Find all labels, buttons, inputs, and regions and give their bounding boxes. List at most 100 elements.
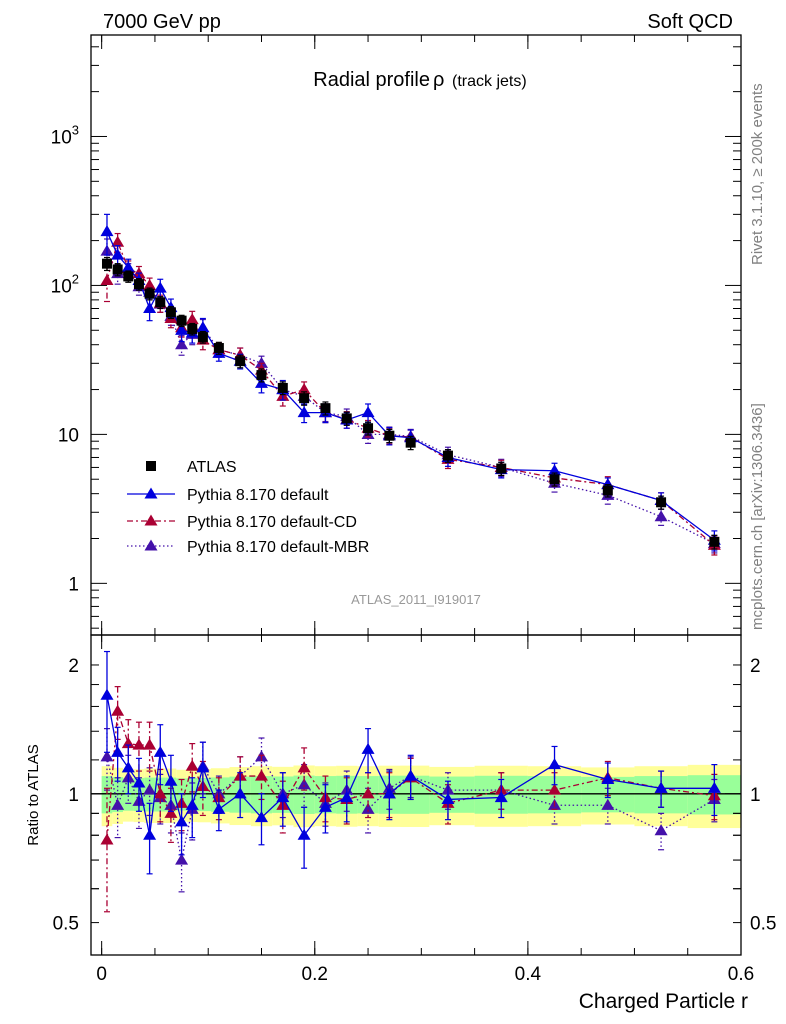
data-point [143,738,157,750]
legend-label: Pythia 8.170 default-MBR [187,539,369,556]
data-point [100,750,114,762]
data-point [121,737,135,749]
ratio-uncertainty-bands [91,764,741,829]
data-point [441,792,455,804]
data-point [602,485,613,496]
legend-item: Pythia 8.170 default-CD [127,514,357,531]
data-point [318,800,332,812]
plot-title-symbol: ρ [433,69,444,91]
legend: ATLAS Pythia 8.170 default Pythia 8.170 de… [127,459,369,556]
series-solid [100,650,721,875]
data-point [185,759,199,771]
data-point [656,497,667,508]
data-point [100,833,114,845]
data-point [185,798,199,810]
data-point [548,758,562,770]
data-point [361,406,375,418]
data-point [123,271,134,282]
y-tick-label: 1 [68,574,79,595]
data-point [496,463,507,474]
analysis-watermark: ATLAS_2011_I919017 [351,592,481,607]
data-point [100,688,114,700]
data-point [256,370,267,381]
data-point [133,279,144,290]
data-point [143,783,157,795]
data-point [196,761,210,773]
data-point [297,778,311,790]
data-point [144,288,155,299]
data-point [121,260,135,273]
ratio-plot-axes: 0 0.2 0.4 0.6 0.5 0.5 1 1 2 2 [53,635,776,985]
data-point [277,382,288,393]
data-point [276,791,290,803]
data-point [707,781,721,793]
rivet-version-label: Rivet 3.1.10, ≥ 200k events [749,83,766,265]
y-tick-label-base: 10 [51,127,72,148]
data-point [549,474,560,485]
data-point [405,437,416,448]
series-line [106,755,715,861]
x-tick-label: 0.4 [515,964,542,985]
data-point [297,761,311,773]
series-dashdot [100,232,721,556]
legend-item: Pythia 8.170 default-MBR [127,539,369,556]
data-point [299,393,310,404]
plot-title-text: Radial profile [313,69,430,91]
legend-marker [144,514,158,526]
data-point [254,769,268,781]
data-point [121,761,135,773]
ratio-plot-panel: 0 0.2 0.4 0.6 0.5 0.5 1 1 2 2 Ratio to ATLAS Char… [25,634,776,1013]
series-line [106,710,715,841]
data-point [175,338,189,350]
data-point [548,783,562,795]
data-point [320,403,331,414]
legend-marker [144,487,158,499]
ratio-plot-series [100,650,721,913]
y-tick-label: 1 [68,785,79,806]
x-tick-label: 0.2 [302,964,328,985]
data-point [175,815,189,827]
data-point [153,281,167,293]
data-point [382,787,396,799]
mcplots-source-label: mcplots.cern.ch [arXiv:1306.3436] [749,403,766,630]
series-dotted [100,238,721,554]
data-point [254,811,268,823]
data-point [442,450,453,461]
data-point [384,430,395,441]
data-point [185,313,199,325]
legend-label: ATLAS [187,459,237,476]
legend-label: Pythia 8.170 default-CD [187,514,357,531]
data-point [111,235,125,247]
y-tick-label-right: 2 [750,656,761,677]
data-point [155,297,166,308]
data-point [341,413,352,424]
y-tick-label: 0.5 [53,914,79,935]
data-point [143,278,157,290]
data-point [196,321,210,333]
y-tick-label-right: 0.5 [750,914,776,935]
data-point [153,745,167,757]
data-point [233,787,247,799]
data-point [601,772,615,785]
x-tick-label: 0 [96,964,107,985]
y-tick-label-exponent: 3 [72,122,79,137]
series-line [106,695,715,837]
y-tick-label-exponent: 2 [72,271,79,286]
data-point [176,315,187,326]
data-point [165,307,176,318]
data-point [404,769,418,781]
data-point [297,828,311,840]
header-category-label: Soft QCD [647,11,733,33]
data-point [153,787,167,799]
data-point [100,273,114,286]
data-point [164,806,178,818]
data-point [111,798,125,810]
data-point [175,323,189,335]
data-point [111,704,125,716]
data-point [361,802,375,814]
series-data [101,256,720,550]
header-energy-label: 7000 GeV pp [103,11,221,33]
data-point [187,323,198,334]
